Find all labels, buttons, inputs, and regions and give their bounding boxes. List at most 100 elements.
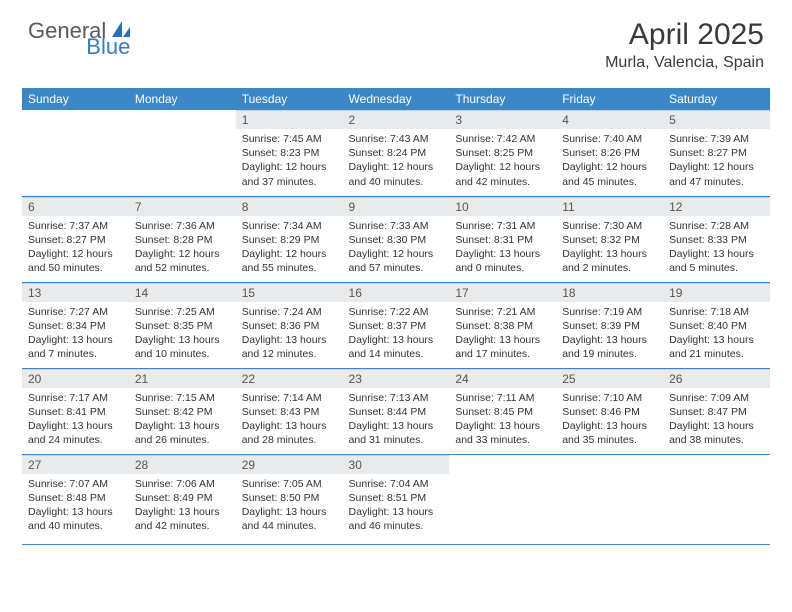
day-content: Sunrise: 7:39 AMSunset: 8:27 PMDaylight:… (663, 129, 770, 191)
day-number: 19 (663, 283, 770, 302)
day-number: 10 (449, 197, 556, 216)
day-content: Sunrise: 7:25 AMSunset: 8:35 PMDaylight:… (129, 302, 236, 364)
weekday-header: Saturday (663, 88, 770, 110)
day-number: 13 (22, 283, 129, 302)
calendar-week: 20Sunrise: 7:17 AMSunset: 8:41 PMDayligh… (22, 368, 770, 454)
day-content: Sunrise: 7:18 AMSunset: 8:40 PMDaylight:… (663, 302, 770, 364)
calendar-table: SundayMondayTuesdayWednesdayThursdayFrid… (22, 88, 770, 545)
day-content: Sunrise: 7:05 AMSunset: 8:50 PMDaylight:… (236, 474, 343, 536)
weekday-header: Sunday (22, 88, 129, 110)
title-block: April 2025 Murla, Valencia, Spain (605, 18, 764, 72)
day-number: 3 (449, 110, 556, 129)
calendar-day: 4Sunrise: 7:40 AMSunset: 8:26 PMDaylight… (556, 110, 663, 196)
day-number: 5 (663, 110, 770, 129)
day-content: Sunrise: 7:17 AMSunset: 8:41 PMDaylight:… (22, 388, 129, 450)
calendar-day: 15Sunrise: 7:24 AMSunset: 8:36 PMDayligh… (236, 282, 343, 368)
calendar-day: 25Sunrise: 7:10 AMSunset: 8:46 PMDayligh… (556, 368, 663, 454)
weekday-header: Friday (556, 88, 663, 110)
calendar-day: 18Sunrise: 7:19 AMSunset: 8:39 PMDayligh… (556, 282, 663, 368)
calendar-week: 13Sunrise: 7:27 AMSunset: 8:34 PMDayligh… (22, 282, 770, 368)
weekday-header: Thursday (449, 88, 556, 110)
day-number: 20 (22, 369, 129, 388)
day-number: 23 (343, 369, 450, 388)
location-label: Murla, Valencia, Spain (605, 54, 764, 72)
day-content: Sunrise: 7:30 AMSunset: 8:32 PMDaylight:… (556, 216, 663, 278)
day-content: Sunrise: 7:36 AMSunset: 8:28 PMDaylight:… (129, 216, 236, 278)
day-number: 15 (236, 283, 343, 302)
calendar-day: 2Sunrise: 7:43 AMSunset: 8:24 PMDaylight… (343, 110, 450, 196)
day-content: Sunrise: 7:22 AMSunset: 8:37 PMDaylight:… (343, 302, 450, 364)
day-number: 18 (556, 283, 663, 302)
brand-logo: General Blue (28, 18, 158, 44)
day-number: 4 (556, 110, 663, 129)
day-number: 21 (129, 369, 236, 388)
day-number: 17 (449, 283, 556, 302)
calendar-day: 30Sunrise: 7:04 AMSunset: 8:51 PMDayligh… (343, 454, 450, 544)
day-content: Sunrise: 7:07 AMSunset: 8:48 PMDaylight:… (22, 474, 129, 536)
day-number: 8 (236, 197, 343, 216)
day-content: Sunrise: 7:31 AMSunset: 8:31 PMDaylight:… (449, 216, 556, 278)
weekday-header: Wednesday (343, 88, 450, 110)
brand-part2: Blue (86, 34, 130, 60)
day-content: Sunrise: 7:34 AMSunset: 8:29 PMDaylight:… (236, 216, 343, 278)
day-content: Sunrise: 7:28 AMSunset: 8:33 PMDaylight:… (663, 216, 770, 278)
weekday-header: Monday (129, 88, 236, 110)
day-content: Sunrise: 7:42 AMSunset: 8:25 PMDaylight:… (449, 129, 556, 191)
day-content: Sunrise: 7:19 AMSunset: 8:39 PMDaylight:… (556, 302, 663, 364)
day-number: 24 (449, 369, 556, 388)
day-content: Sunrise: 7:33 AMSunset: 8:30 PMDaylight:… (343, 216, 450, 278)
day-content: Sunrise: 7:10 AMSunset: 8:46 PMDaylight:… (556, 388, 663, 450)
day-content: Sunrise: 7:24 AMSunset: 8:36 PMDaylight:… (236, 302, 343, 364)
day-number: 26 (663, 369, 770, 388)
day-content: Sunrise: 7:37 AMSunset: 8:27 PMDaylight:… (22, 216, 129, 278)
calendar-day: 13Sunrise: 7:27 AMSunset: 8:34 PMDayligh… (22, 282, 129, 368)
calendar-day: 11Sunrise: 7:30 AMSunset: 8:32 PMDayligh… (556, 196, 663, 282)
day-number: 11 (556, 197, 663, 216)
month-title: April 2025 (605, 18, 764, 52)
day-number: 16 (343, 283, 450, 302)
calendar-day: 20Sunrise: 7:17 AMSunset: 8:41 PMDayligh… (22, 368, 129, 454)
calendar-week: 6Sunrise: 7:37 AMSunset: 8:27 PMDaylight… (22, 196, 770, 282)
calendar-day-empty: .. (663, 454, 770, 544)
day-number: 25 (556, 369, 663, 388)
day-number: 9 (343, 197, 450, 216)
calendar-day-empty: .. (129, 110, 236, 196)
calendar-day: 21Sunrise: 7:15 AMSunset: 8:42 PMDayligh… (129, 368, 236, 454)
calendar-body: ....1Sunrise: 7:45 AMSunset: 8:23 PMDayl… (22, 110, 770, 544)
calendar-day: 7Sunrise: 7:36 AMSunset: 8:28 PMDaylight… (129, 196, 236, 282)
calendar-day: 12Sunrise: 7:28 AMSunset: 8:33 PMDayligh… (663, 196, 770, 282)
day-number: 7 (129, 197, 236, 216)
calendar-day: 23Sunrise: 7:13 AMSunset: 8:44 PMDayligh… (343, 368, 450, 454)
day-number: 6 (22, 197, 129, 216)
day-number: 28 (129, 455, 236, 474)
calendar-day: 22Sunrise: 7:14 AMSunset: 8:43 PMDayligh… (236, 368, 343, 454)
day-number: 2 (343, 110, 450, 129)
calendar-day: 5Sunrise: 7:39 AMSunset: 8:27 PMDaylight… (663, 110, 770, 196)
calendar-day: 3Sunrise: 7:42 AMSunset: 8:25 PMDaylight… (449, 110, 556, 196)
calendar-day-empty: .. (449, 454, 556, 544)
day-content: Sunrise: 7:13 AMSunset: 8:44 PMDaylight:… (343, 388, 450, 450)
calendar-day: 28Sunrise: 7:06 AMSunset: 8:49 PMDayligh… (129, 454, 236, 544)
day-content: Sunrise: 7:45 AMSunset: 8:23 PMDaylight:… (236, 129, 343, 191)
calendar-day: 9Sunrise: 7:33 AMSunset: 8:30 PMDaylight… (343, 196, 450, 282)
day-number: 29 (236, 455, 343, 474)
day-content: Sunrise: 7:21 AMSunset: 8:38 PMDaylight:… (449, 302, 556, 364)
day-number: 27 (22, 455, 129, 474)
day-number: 22 (236, 369, 343, 388)
calendar-day: 14Sunrise: 7:25 AMSunset: 8:35 PMDayligh… (129, 282, 236, 368)
day-content: Sunrise: 7:27 AMSunset: 8:34 PMDaylight:… (22, 302, 129, 364)
day-number: 14 (129, 283, 236, 302)
day-content: Sunrise: 7:04 AMSunset: 8:51 PMDaylight:… (343, 474, 450, 536)
calendar-day: 17Sunrise: 7:21 AMSunset: 8:38 PMDayligh… (449, 282, 556, 368)
day-content: Sunrise: 7:09 AMSunset: 8:47 PMDaylight:… (663, 388, 770, 450)
calendar-day: 26Sunrise: 7:09 AMSunset: 8:47 PMDayligh… (663, 368, 770, 454)
weekday-header: Tuesday (236, 88, 343, 110)
day-content: Sunrise: 7:14 AMSunset: 8:43 PMDaylight:… (236, 388, 343, 450)
day-number: 30 (343, 455, 450, 474)
calendar-day: 8Sunrise: 7:34 AMSunset: 8:29 PMDaylight… (236, 196, 343, 282)
calendar-head: SundayMondayTuesdayWednesdayThursdayFrid… (22, 88, 770, 110)
day-number: 12 (663, 197, 770, 216)
day-content: Sunrise: 7:15 AMSunset: 8:42 PMDaylight:… (129, 388, 236, 450)
calendar-day: 24Sunrise: 7:11 AMSunset: 8:45 PMDayligh… (449, 368, 556, 454)
calendar-week: ....1Sunrise: 7:45 AMSunset: 8:23 PMDayl… (22, 110, 770, 196)
